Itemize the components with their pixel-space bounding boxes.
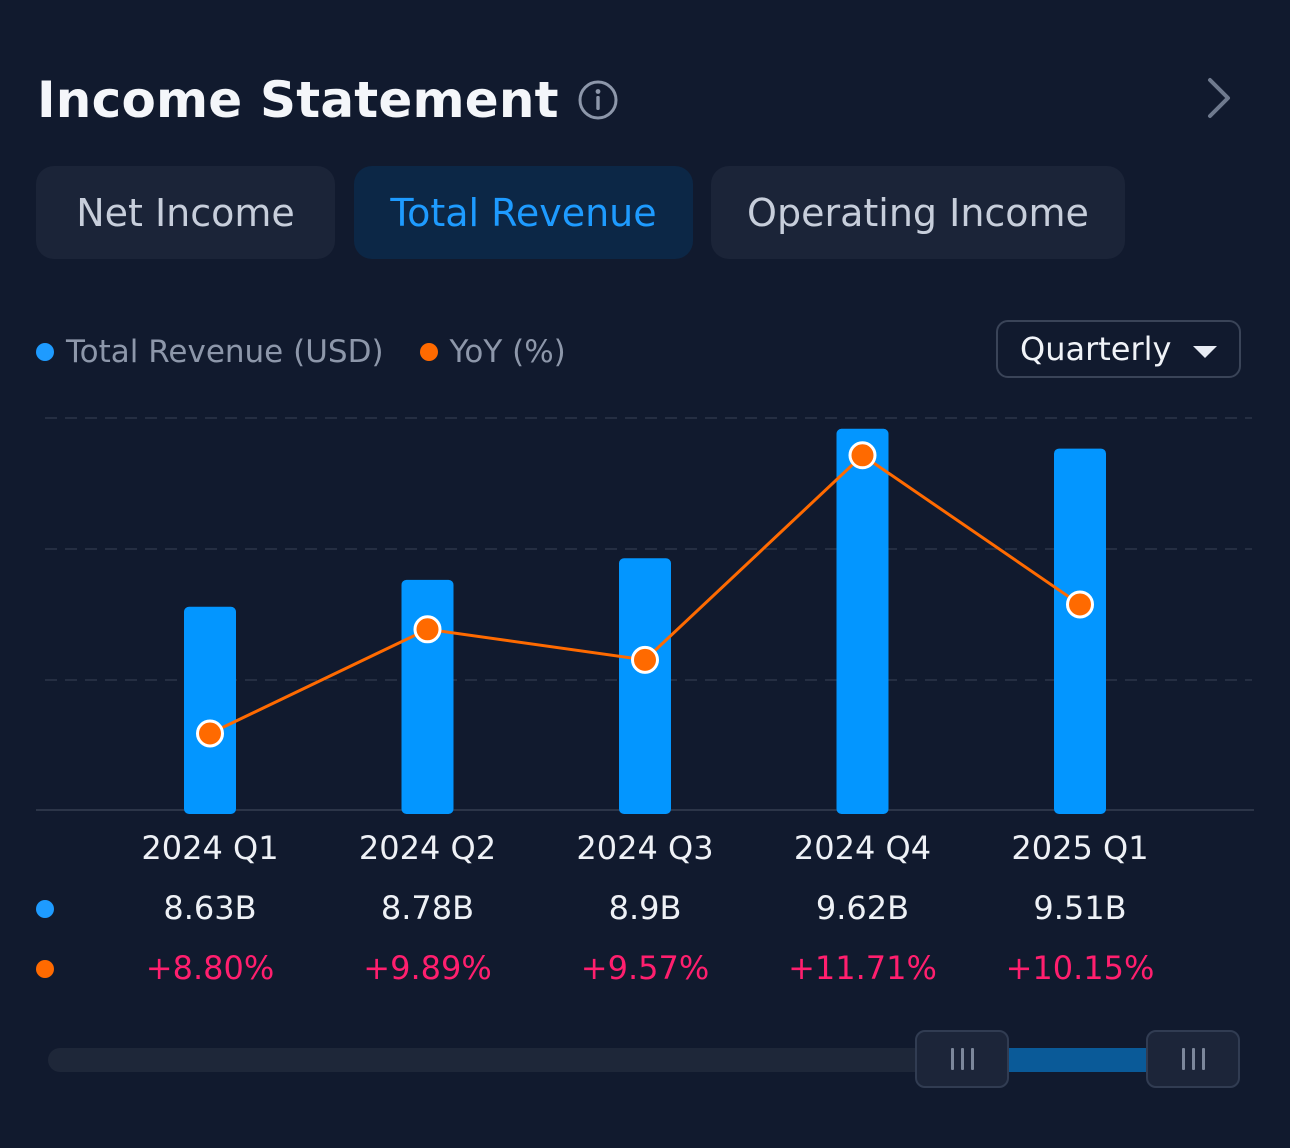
card-header: Income Statement [37,62,619,138]
x-tick-label: 2024 Q2 [359,829,496,867]
info-circle-icon[interactable] [577,79,619,121]
legend-item-revenue: Total Revenue (USD) [36,334,384,370]
revenue-value-label: 8.78B [381,889,474,927]
revenue-value-label: 9.62B [816,889,909,927]
drag-grip-icon [1191,1048,1195,1070]
drag-grip-icon [970,1048,974,1070]
yoy-value-label: +11.71% [788,949,937,987]
revenue-row-dot-icon [36,900,54,918]
range-slider-selection[interactable] [1008,1048,1150,1072]
legend-label: Total Revenue (USD) [66,334,384,370]
revenue-bar [1054,448,1106,814]
revenue-chart: 2024 Q1 8.63B +8.80% 2024 Q2 8.78B +9.89% 2024… [36,417,1254,987]
yoy-dot-icon [419,343,438,361]
revenue-value-label: 8.9B [609,889,682,927]
drag-grip-icon [950,1048,954,1070]
page-title: Income Statement [37,71,559,129]
yoy-value-label: +10.15% [1006,949,1155,987]
yoy-value-label: +8.80% [146,949,274,987]
revenue-value-label: 9.51B [1033,889,1126,927]
tab-total-revenue[interactable]: Total Revenue [354,166,693,259]
yoy-value-label: +9.57% [581,949,709,987]
period-select-value: Quarterly [1020,330,1172,368]
x-tick-label: 2024 Q3 [576,829,713,867]
drag-grip-icon [1201,1048,1205,1070]
revenue-bar [836,428,889,814]
x-tick-label: 2025 Q1 [1011,829,1148,867]
revenue-bar [184,606,236,814]
yoy-point [1066,590,1094,619]
tab-net-income[interactable]: Net Income [36,166,335,259]
tab-operating-income[interactable]: Operating Income [711,166,1125,259]
chart-legend: Total Revenue (USD) YoY (%) [36,324,602,380]
range-slider-start-handle[interactable] [915,1030,1009,1088]
yoy-point [413,615,442,644]
legend-label: YoY (%) [449,334,566,370]
yoy-point [848,441,877,470]
revenue-bar [401,579,454,814]
x-tick-label: 2024 Q1 [141,829,278,867]
x-tick-label: 2024 Q4 [794,829,931,867]
legend-item-yoy: YoY (%) [419,334,566,370]
yoy-point [196,719,224,748]
drag-grip-icon [960,1048,964,1070]
revenue-dot-icon [36,343,54,361]
yoy-point [631,645,659,674]
revenue-bar [619,558,671,814]
yoy-value-label: +9.89% [363,949,491,987]
caret-down-icon [1193,346,1217,358]
revenue-value-label: 8.63B [163,889,256,927]
chevron-right-icon[interactable] [1200,74,1240,122]
drag-grip-icon [1181,1048,1185,1070]
period-select[interactable]: Quarterly [996,320,1241,378]
range-slider-end-handle[interactable] [1146,1030,1240,1088]
yoy-row-dot-icon [36,960,54,978]
